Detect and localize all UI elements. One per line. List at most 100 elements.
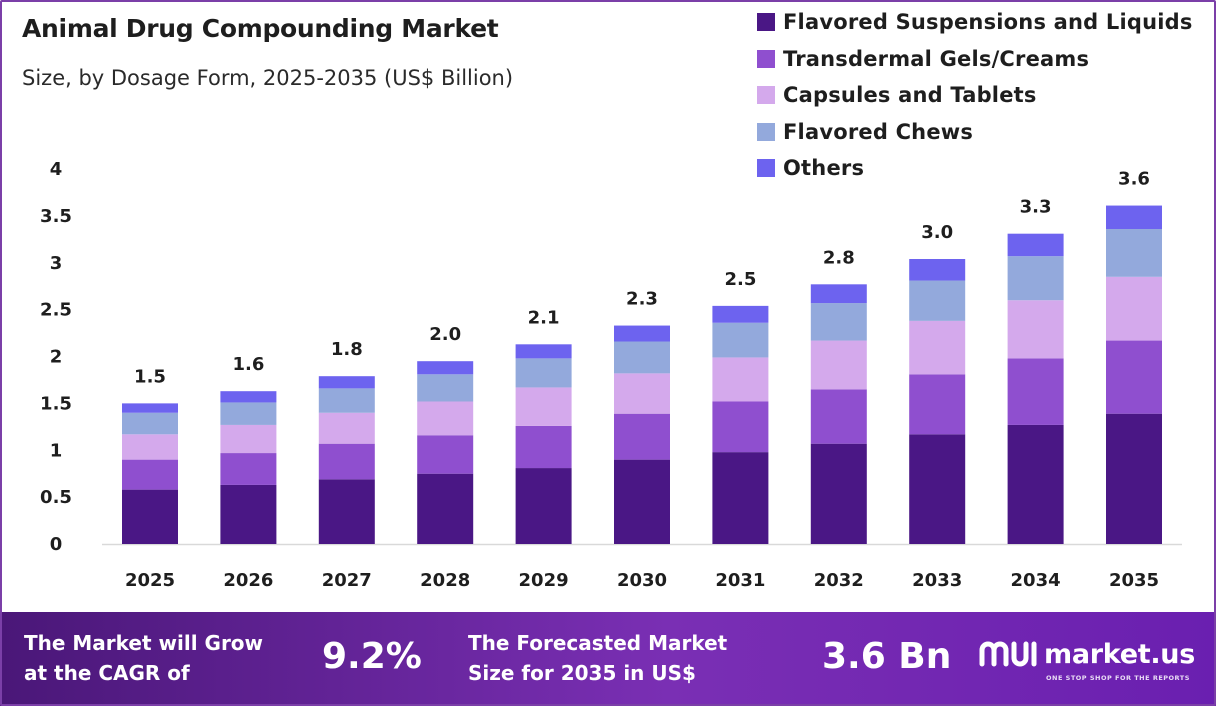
x-tick-label: 2026 — [223, 570, 273, 591]
y-tick-label: 2.5 — [40, 300, 72, 321]
bar-segment — [614, 459, 670, 544]
forecast-label-line1: The Forecasted Market — [468, 631, 728, 655]
legend-item: Others — [757, 150, 1193, 187]
cagr-label: The Market will Grow at the CAGR of — [24, 628, 263, 688]
y-tick-label: 1 — [50, 440, 63, 461]
total-data-label: 1.5 — [134, 366, 166, 387]
x-tick-label: 2033 — [912, 570, 962, 591]
bar-segment — [810, 389, 867, 444]
bar-segment — [417, 361, 474, 375]
legend-item: Flavored Chews — [757, 114, 1193, 151]
legend-swatch — [757, 86, 775, 105]
bar-segment — [1007, 300, 1064, 359]
bar-segment — [318, 479, 375, 544]
bar-segment — [1007, 256, 1064, 301]
chart-legend: Flavored Suspensions and Liquids Transder… — [757, 4, 1193, 187]
bar-segment — [220, 453, 277, 485]
legend-item: Flavored Suspensions and Liquids — [757, 4, 1193, 41]
y-tick-label: 0 — [50, 534, 63, 555]
bar-segment — [712, 452, 769, 544]
brand-name: market.us — [1044, 638, 1195, 670]
cagr-value: 9.2% — [322, 636, 422, 677]
bar-segment — [909, 374, 966, 435]
bar-segment — [122, 459, 178, 490]
bar-segment — [122, 403, 178, 413]
bar-segment — [318, 388, 375, 413]
bar-segment — [515, 358, 572, 388]
bar-segment — [1106, 229, 1162, 277]
bar-segment — [220, 402, 277, 425]
bar-segment — [417, 374, 474, 402]
bar-segment — [318, 376, 375, 389]
bar-segment — [1106, 205, 1162, 229]
bar-segment — [515, 344, 572, 359]
x-tick-label: 2035 — [1109, 570, 1159, 591]
x-tick-label: 2027 — [322, 570, 372, 591]
bar-segment — [220, 424, 277, 454]
legend-item: Transdermal Gels/Creams — [757, 41, 1193, 78]
legend-label: Flavored Suspensions and Liquids — [783, 10, 1193, 35]
bar-segment — [1106, 276, 1162, 341]
bar-segment — [220, 391, 277, 403]
bar-segment — [810, 340, 867, 390]
x-tick-label: 2031 — [715, 570, 765, 591]
bar-segment — [1106, 413, 1162, 544]
legend-label: Flavored Chews — [783, 119, 974, 144]
bar-segment — [122, 489, 178, 544]
bar-segment — [220, 484, 277, 544]
legend-label: Others — [783, 156, 865, 181]
chart-subtitle: Size, by Dosage Form, 2025-2035 (US$ Bil… — [22, 66, 514, 90]
total-data-label: 1.8 — [331, 339, 363, 360]
bar-segment — [515, 387, 572, 426]
total-data-label: 3.0 — [921, 222, 953, 243]
bar-segment — [810, 443, 867, 544]
bar-segment — [712, 305, 769, 323]
forecast-label: The Forecasted Market Size for 2035 in U… — [468, 628, 727, 688]
bar-segment — [712, 322, 769, 358]
bar-segment — [909, 280, 966, 321]
bar-segment — [417, 435, 474, 474]
bar-segment — [122, 434, 178, 460]
bar-segment — [417, 401, 474, 436]
legend-label: Transdermal Gels/Creams — [783, 46, 1090, 71]
bar-segment — [318, 412, 375, 444]
y-tick-label: 1.5 — [40, 393, 72, 414]
stacked-bar-chart: 0 0.5 1 1.5 2 2.5 3 3.5 4 1.5 2025 1.6 2026 1.8 2027 2.… — [40, 159, 1182, 591]
chart-title: Animal Drug Compounding Market — [22, 14, 499, 43]
y-tick-label: 0.5 — [40, 487, 72, 508]
x-tick-label: 2032 — [814, 570, 864, 591]
x-tick-label: 2025 — [125, 570, 175, 591]
bar-segment — [712, 357, 769, 402]
brand-logo: market.us — [978, 636, 1195, 672]
total-data-label: 2.5 — [724, 269, 756, 290]
bar-segment — [810, 284, 867, 304]
total-data-label: 3.6 — [1118, 169, 1150, 190]
total-data-label: 2.3 — [626, 289, 658, 310]
bar-segment — [909, 320, 966, 375]
bar-segment — [810, 303, 867, 341]
legend-label: Capsules and Tablets — [783, 83, 1037, 108]
brand-tagline: ONE STOP SHOP FOR THE REPORTS — [1046, 674, 1190, 682]
forecast-label-line2: Size for 2035 in US$ — [468, 661, 696, 685]
x-tick-label: 2029 — [519, 570, 569, 591]
bar-segment — [614, 325, 670, 342]
bar-segment — [1007, 424, 1064, 544]
bar-segment — [614, 373, 670, 414]
x-tick-label: 2034 — [1011, 570, 1061, 591]
cagr-label-line2: at the CAGR of — [24, 661, 190, 685]
bar-segment — [318, 443, 375, 480]
y-tick-label: 3.5 — [40, 206, 72, 227]
forecast-value: 3.6 Bn — [822, 636, 952, 677]
footer-banner: The Market will Grow at the CAGR of 9.2%… — [0, 612, 1216, 706]
cagr-label-line1: The Market will Grow — [24, 631, 264, 655]
bar-segment — [712, 401, 769, 453]
x-tick-label: 2028 — [420, 570, 470, 591]
y-tick-label: 3 — [50, 253, 63, 274]
bar-segment — [614, 341, 670, 374]
bar-segment — [515, 468, 572, 544]
bar-segment — [122, 412, 178, 435]
legend-swatch — [757, 13, 775, 32]
total-data-label: 2.8 — [823, 247, 855, 268]
bar-segment — [909, 434, 966, 544]
legend-swatch — [757, 159, 775, 178]
